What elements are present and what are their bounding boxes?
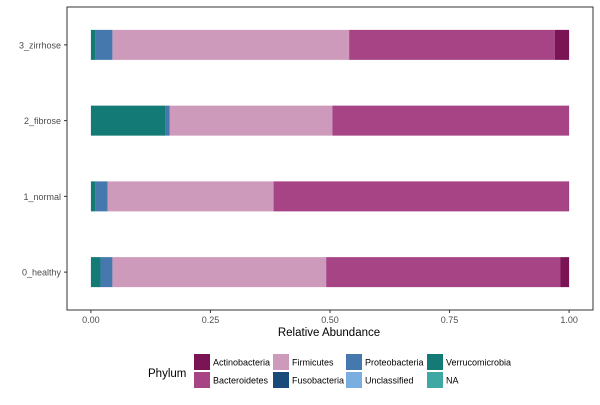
y-tick-label-1_normal: 1_normal [23, 192, 61, 202]
bar-segment-2_fibrose-verrucomicrobia [91, 106, 165, 136]
bar-segment-2_fibrose-bacteroidetes [332, 106, 569, 136]
bar-segment-0_healthy-actinobacteria [560, 257, 569, 287]
legend-key-fusobacteria [273, 372, 289, 388]
legend-key-na [427, 372, 443, 388]
bar-segment-1_normal-proteobacteria [96, 181, 108, 211]
bar-segment-0_healthy-bacteroidetes [326, 257, 560, 287]
legend-label-unclassified: Unclassified [365, 376, 414, 386]
bar-segment-0_healthy-firmicutes [112, 257, 326, 287]
legend-key-proteobacteria [346, 354, 362, 370]
legend-label-firmicutes: Firmicutes [292, 358, 334, 368]
legend-key-bacteroidetes [194, 372, 210, 388]
legend-label-na: NA [446, 376, 459, 386]
bar-segment-0_healthy-proteobacteria [100, 257, 112, 287]
legend-label-actinobacteria: Actinobacteria [213, 358, 270, 368]
legend: Phylum Actinobacteria Bacteroidetes Firmic… [148, 354, 511, 388]
legend-key-firmicutes [273, 354, 289, 370]
bar-segment-1_normal-verrucomicrobia [91, 181, 96, 211]
bar-segment-3_zirrhose-bacteroidetes [349, 30, 555, 60]
bar-segment-3_zirrhose-proteobacteria [96, 30, 113, 60]
legend-label-bacteroidetes: Bacteroidetes [213, 376, 269, 386]
bar-segment-3_zirrhose-actinobacteria [555, 30, 569, 60]
x-tick-label-1: 0.25 [202, 315, 220, 325]
x-tick-label-4: 1.00 [560, 315, 578, 325]
bars-layer [91, 30, 569, 287]
bar-segment-0_healthy-verrucomicrobia [91, 257, 101, 287]
bar-segment-2_fibrose-proteobacteria [165, 106, 170, 136]
bar-segment-1_normal-bacteroidetes [274, 181, 569, 211]
legend-label-verrucomicrobia: Verrucomicrobia [446, 358, 511, 368]
x-tick-label-2: 0.50 [321, 315, 339, 325]
bar-segment-3_zirrhose-verrucomicrobia [91, 30, 96, 60]
legend-key-verrucomicrobia [427, 354, 443, 370]
legend-key-unclassified [346, 372, 362, 388]
y-tick-label-2_fibrose: 2_fibrose [24, 116, 61, 126]
bar-segment-3_zirrhose-firmicutes [112, 30, 349, 60]
legend-label-proteobacteria: Proteobacteria [365, 358, 424, 368]
x-tick-label-0: 0.00 [82, 315, 100, 325]
x-tick-label-3: 0.75 [441, 315, 459, 325]
legend-key-actinobacteria [194, 354, 210, 370]
bar-segment-2_fibrose-firmicutes [170, 106, 333, 136]
legend-title: Phylum [148, 368, 186, 380]
y-tick-label-3_zirrhose: 3_zirrhose [19, 40, 61, 50]
bar-segment-1_normal-firmicutes [108, 181, 274, 211]
x-axis-title: Relative Abundance [278, 327, 380, 339]
legend-label-fusobacteria: Fusobacteria [292, 376, 344, 386]
y-tick-label-0_healthy: 0_healthy [22, 268, 62, 278]
